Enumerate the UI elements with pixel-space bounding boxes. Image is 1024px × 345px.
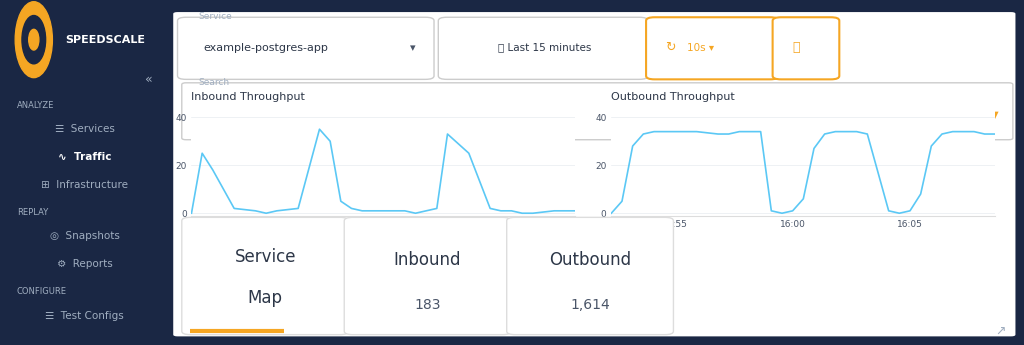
- Text: example-postgres-app: example-postgres-app: [203, 43, 328, 53]
- Text: 183: 183: [415, 298, 441, 312]
- Text: CONFIGURE: CONFIGURE: [16, 287, 67, 296]
- Text: SPEEDSCALE: SPEEDSCALE: [65, 35, 144, 45]
- Text: ☰  Test Configs: ☰ Test Configs: [45, 311, 124, 321]
- FancyBboxPatch shape: [173, 12, 1016, 336]
- Text: Map: Map: [248, 289, 283, 307]
- Text: ↻: ↻: [665, 41, 676, 54]
- FancyBboxPatch shape: [344, 217, 511, 335]
- Text: ▼: ▼: [989, 109, 998, 122]
- Text: Inbound: Inbound: [394, 252, 462, 269]
- Text: ↗: ↗: [994, 325, 1006, 338]
- Text: Service: Service: [234, 248, 296, 266]
- Text: Inbound Throughput: Inbound Throughput: [191, 92, 305, 102]
- FancyBboxPatch shape: [177, 17, 434, 79]
- Circle shape: [29, 29, 39, 50]
- Text: ☰  Services: ☰ Services: [54, 125, 115, 134]
- Text: Cluster = *, Namespace = *: Cluster = *, Namespace = *: [203, 108, 359, 118]
- Text: Service: Service: [198, 12, 231, 21]
- FancyBboxPatch shape: [773, 17, 840, 79]
- Circle shape: [15, 2, 52, 78]
- Text: ⏸: ⏸: [792, 41, 800, 54]
- Text: Search: Search: [198, 78, 229, 87]
- Text: ▾: ▾: [410, 43, 416, 53]
- Text: Outbound Throughput: Outbound Throughput: [611, 92, 735, 102]
- Text: ◎  Snapshots: ◎ Snapshots: [49, 231, 120, 241]
- Text: ∿  Traffic: ∿ Traffic: [57, 152, 112, 162]
- FancyBboxPatch shape: [182, 217, 348, 335]
- Circle shape: [22, 16, 46, 64]
- FancyBboxPatch shape: [182, 83, 1013, 140]
- Text: «: «: [144, 73, 153, 86]
- Text: ⚙  Reports: ⚙ Reports: [56, 259, 113, 269]
- FancyBboxPatch shape: [438, 17, 648, 79]
- Text: 1,614: 1,614: [570, 298, 610, 312]
- Text: ANALYZE: ANALYZE: [16, 101, 54, 110]
- FancyBboxPatch shape: [646, 17, 778, 79]
- Text: 📅 Last 15 minutes: 📅 Last 15 minutes: [498, 43, 592, 52]
- Text: ⊞  Infrastructure: ⊞ Infrastructure: [41, 180, 128, 189]
- Text: Outbound: Outbound: [549, 252, 631, 269]
- Text: 10s ▾: 10s ▾: [687, 43, 714, 52]
- FancyBboxPatch shape: [507, 217, 674, 335]
- Text: REPLAY: REPLAY: [16, 208, 48, 217]
